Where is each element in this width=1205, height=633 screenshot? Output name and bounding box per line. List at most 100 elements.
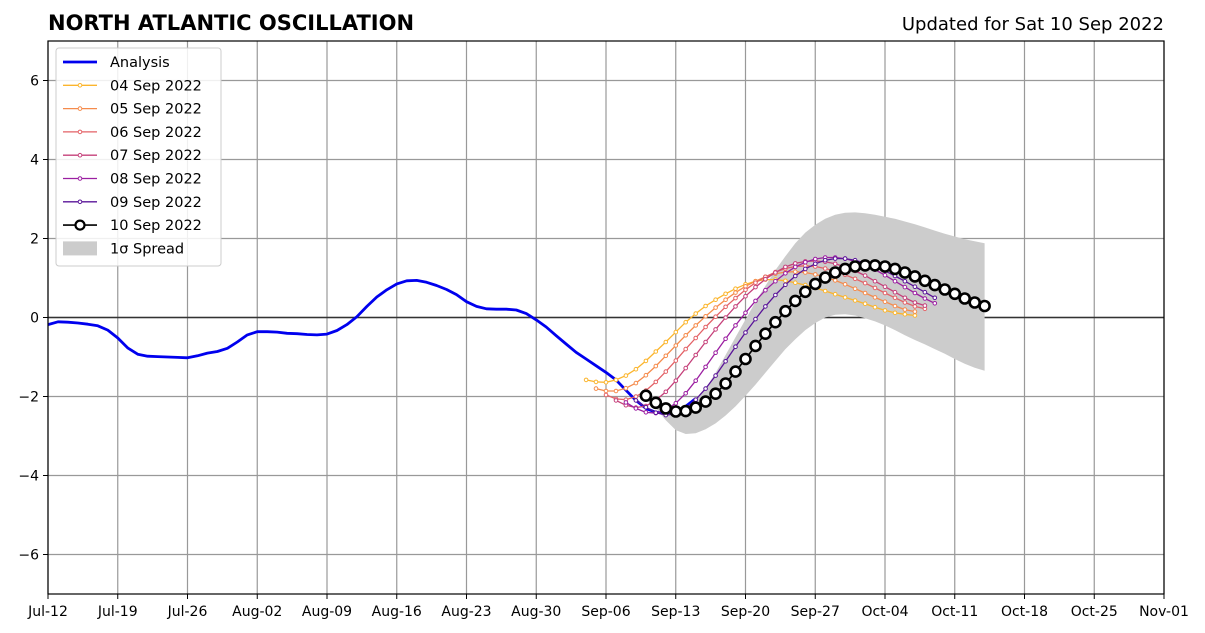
forecast-06-sep-2022 xyxy=(603,263,928,403)
forecast-point xyxy=(693,352,699,358)
forecast-point xyxy=(822,288,828,294)
forecast-point xyxy=(613,398,619,403)
forecast-point xyxy=(733,323,738,328)
legend-forecast-label: 09 Sep 2022 xyxy=(110,195,202,211)
forecast-point xyxy=(798,285,812,299)
x-tick-label: Sep-20 xyxy=(721,604,770,620)
forecast-point xyxy=(739,352,752,366)
forecast-point xyxy=(862,290,868,296)
forecast-point xyxy=(862,273,868,278)
forecast-point xyxy=(723,315,728,320)
forecast-point xyxy=(822,257,828,263)
forecast-point xyxy=(713,305,718,310)
forecast-point xyxy=(743,330,748,335)
y-axis-ticks: 6 4 2 0 −2 −4 −6 xyxy=(18,74,48,564)
forecast-point xyxy=(912,300,918,305)
forecast-point xyxy=(822,266,828,271)
legend-spread-label: 1σ Spread xyxy=(110,241,184,257)
forecast-point xyxy=(723,291,728,297)
forecast-point xyxy=(623,400,629,405)
forecast-point xyxy=(838,262,852,276)
forecast-point xyxy=(643,372,649,378)
forecast-point xyxy=(683,319,689,325)
forecast-point xyxy=(842,282,848,287)
forecast-point xyxy=(689,401,703,414)
forecast-point xyxy=(862,280,868,286)
forecast-point xyxy=(673,378,679,384)
forecast-point xyxy=(892,295,898,301)
forecast-point xyxy=(703,339,708,345)
forecast-point xyxy=(723,336,728,342)
y-tick-label: 4 xyxy=(30,153,39,169)
forecast-point xyxy=(813,256,818,262)
forecast-point xyxy=(902,312,908,317)
forecast-point xyxy=(813,261,818,267)
forecast-point xyxy=(832,278,838,283)
forecast-point xyxy=(653,349,659,354)
forecast-point xyxy=(679,404,693,418)
forecast-point xyxy=(763,276,768,282)
forecast-point xyxy=(938,283,952,296)
forecast-point xyxy=(788,294,802,308)
forecast-point xyxy=(832,256,838,261)
legend-forecast-label: 08 Sep 2022 xyxy=(110,172,202,188)
x-tick-label: Oct-11 xyxy=(931,604,978,620)
forecast-point xyxy=(633,366,639,372)
forecast-point xyxy=(583,377,589,383)
forecast-point xyxy=(643,404,649,410)
forecast-point xyxy=(793,264,798,270)
forecast-point xyxy=(912,304,918,309)
updated-date: Updated for Sat 10 Sep 2022 xyxy=(902,14,1164,35)
x-tick-label: Jul-12 xyxy=(27,604,68,620)
forecast-point xyxy=(709,387,722,401)
forecast-point xyxy=(719,377,732,390)
forecast-point xyxy=(603,388,609,394)
forecast-point xyxy=(932,301,938,306)
forecast-point xyxy=(733,286,738,292)
forecast-point xyxy=(882,272,888,278)
forecast-point xyxy=(673,358,679,363)
forecast-point xyxy=(659,402,673,415)
y-tick-label: 0 xyxy=(30,311,39,327)
forecast-point xyxy=(783,282,788,288)
forecast-point xyxy=(663,353,669,359)
forecast-point xyxy=(593,386,599,391)
forecast-point xyxy=(663,339,669,345)
forecast-point xyxy=(908,270,922,283)
forecast-point xyxy=(958,292,972,305)
legend-box xyxy=(55,47,222,267)
forecast-point xyxy=(948,287,962,301)
forecast-point xyxy=(753,284,758,290)
y-tick-label: −6 xyxy=(18,548,39,564)
forecast-point xyxy=(803,270,808,275)
forecast-point xyxy=(882,299,888,305)
forecast-point xyxy=(832,291,838,297)
forecast-point xyxy=(852,286,858,292)
forecast-point xyxy=(663,369,669,374)
forecast-point xyxy=(743,310,748,316)
x-tick-label: Aug-09 xyxy=(302,604,352,620)
forecast-point xyxy=(703,324,708,330)
forecast-point xyxy=(713,297,718,303)
x-tick-label: Aug-30 xyxy=(511,604,561,620)
forecast-point xyxy=(703,364,708,370)
forecast-point xyxy=(613,377,619,383)
forecast-point xyxy=(753,316,758,322)
y-tick-label: 2 xyxy=(30,232,39,248)
x-tick-label: Jul-19 xyxy=(97,604,138,620)
forecast-point xyxy=(633,380,639,386)
forecast-point xyxy=(902,307,908,312)
forecast-point xyxy=(902,284,908,290)
forecast-point xyxy=(693,335,699,341)
x-tick-label: Oct-04 xyxy=(861,604,908,620)
forecast-point xyxy=(842,256,848,261)
forecast-point xyxy=(783,271,788,276)
y-tick-label: −2 xyxy=(18,390,39,406)
forecast-point xyxy=(783,264,788,270)
x-tick-label: Sep-27 xyxy=(791,604,840,620)
forecast-point xyxy=(673,329,679,335)
forecast-point xyxy=(922,303,928,308)
x-tick-label: Sep-13 xyxy=(651,604,700,620)
forecast-point xyxy=(673,343,679,348)
forecast-point xyxy=(842,295,848,300)
